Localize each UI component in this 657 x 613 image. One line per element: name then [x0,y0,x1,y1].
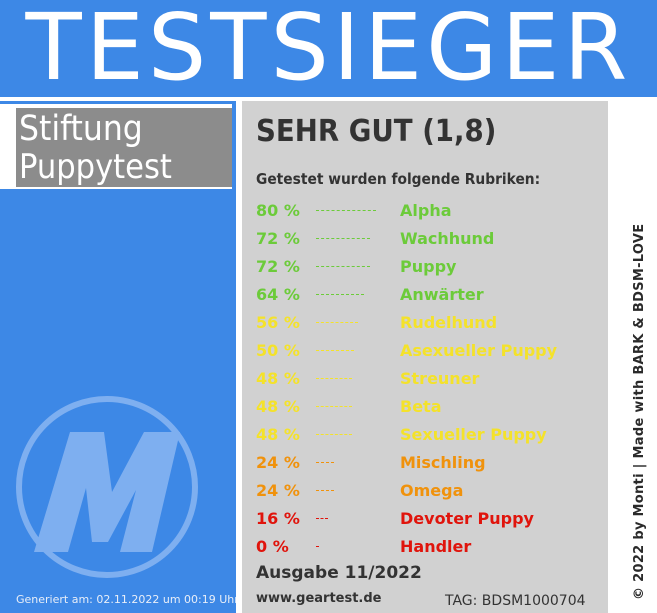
category-bar [316,518,328,519]
category-percent: 48 % [256,425,300,444]
category-row: 48 % Beta [256,397,606,417]
category-percent: 56 % [256,313,300,332]
category-percent: 48 % [256,369,300,388]
category-label: Mischling [400,453,486,472]
category-percent: 80 % [256,201,300,220]
category-percent: 50 % [256,341,300,360]
category-label: Puppy [400,257,457,276]
monti-m-logo-icon [16,396,198,578]
category-label: Handler [400,537,472,556]
category-row: 72 % Puppy [256,257,606,277]
tag-label: TAG: BDSM1000704 [445,593,586,609]
left-panel: Stiftung Puppytest [0,101,236,613]
category-label: Rudelhund [400,313,498,332]
issue-label: Ausgabe 11/2022 [256,563,422,583]
category-label: Devoter Puppy [400,509,534,528]
copyright-vertical: © 2022 by Monti | Made with BARK & BDSM-… [632,223,647,600]
category-bar [316,462,334,463]
category-label: Omega [400,481,464,500]
category-row: 48 % Sexueller Puppy [256,425,606,445]
right-strip [608,101,657,613]
category-bar [316,434,352,435]
category-percent: 48 % [256,397,300,416]
category-bar [316,490,334,491]
brand-line-2: Puppytest [19,147,172,187]
category-row: 16 % Devoter Puppy [256,509,606,529]
category-row: 72 % Wachhund [256,229,606,249]
category-row: 48 % Streuner [256,369,606,389]
category-label: Anwärter [400,285,484,304]
category-row: 50 % Asexueller Puppy [256,341,606,361]
generated-timestamp: Generiert am: 02.11.2022 um 00:19 Uhr [16,593,239,606]
category-bar [316,210,376,211]
category-percent: 64 % [256,285,300,304]
category-row: 80 % Alpha [256,201,606,221]
category-bar [316,238,370,239]
category-bar [316,294,364,295]
category-label: Wachhund [400,229,495,248]
category-row: 0 % Handler [256,537,606,557]
category-row: 64 % Anwärter [256,285,606,305]
category-percent: 72 % [256,257,300,276]
category-row: 24 % Omega [256,481,606,501]
categories-heading: Getestet wurden folgende Rubriken: [256,170,541,188]
category-bar [316,406,352,407]
category-label: Sexueller Puppy [400,425,547,444]
category-label: Streuner [400,369,480,388]
category-bar [316,266,370,267]
column-separator [236,101,242,613]
category-bar [316,350,354,351]
category-percent: 24 % [256,481,300,500]
category-percent: 0 % [256,537,289,556]
header-divider [0,97,657,101]
category-percent: 16 % [256,509,300,528]
category-label: Alpha [400,201,452,220]
brand-label: Stiftung Puppytest [16,108,232,187]
category-percent: 72 % [256,229,300,248]
brand-line-1: Stiftung [19,109,143,149]
category-bar [316,546,319,547]
header: TESTSIEGER [0,0,657,101]
category-percent: 24 % [256,453,300,472]
website-label: www.geartest.de [256,591,382,606]
category-label: Asexueller Puppy [400,341,558,360]
brand-box: Stiftung Puppytest [0,104,232,189]
category-row: 24 % Mischling [256,453,606,473]
header-title: TESTSIEGER [25,0,632,101]
category-row: 56 % Rudelhund [256,313,606,333]
category-bar [316,322,358,323]
category-label: Beta [400,397,442,416]
result-card [242,101,608,613]
category-bar [316,378,352,379]
rating-title: SEHR GUT (1,8) [256,114,497,149]
brand-underline [0,189,232,196]
